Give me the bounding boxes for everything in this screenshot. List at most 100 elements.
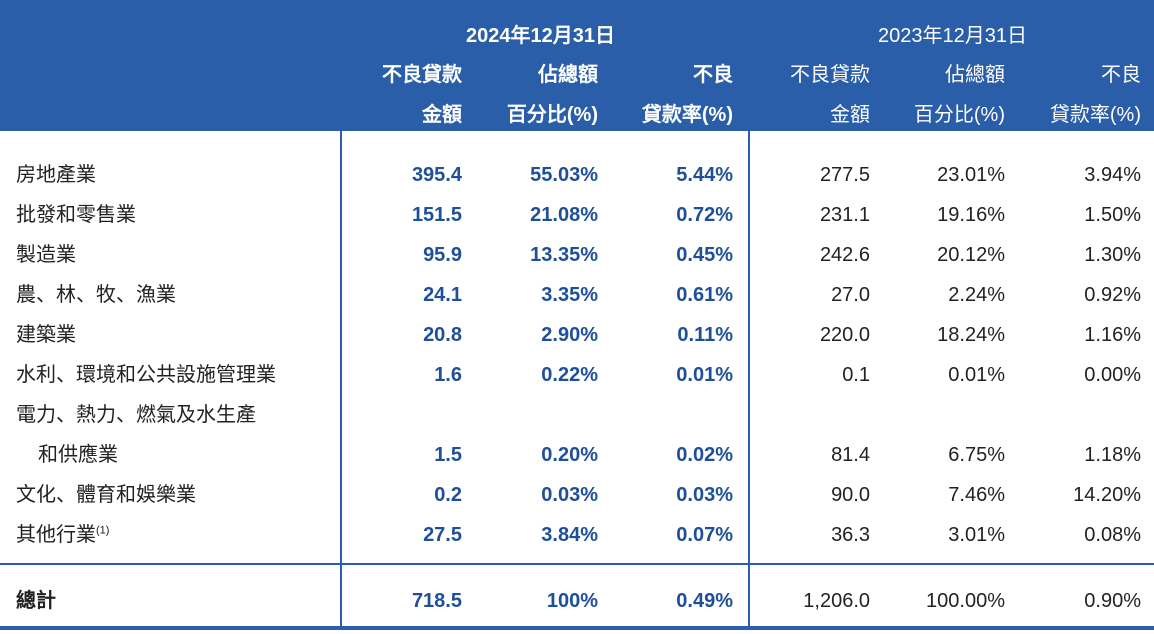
current-npl-ratio: 0.02%: [676, 444, 733, 466]
previous-share: 19.16%: [937, 204, 1005, 226]
current-share: [478, 395, 598, 435]
table-row: 和供應業 1.5 0.20% 0.02% 81.4 6.75% 1.18%: [0, 435, 1154, 475]
current-share: 3.35%: [541, 284, 598, 306]
previous-npl-ratio: 3.94%: [1084, 164, 1141, 186]
table-row: 建築業 20.8 2.90% 0.11% 220.0 18.24% 1.16%: [0, 315, 1154, 355]
row-label: 文化、體育和娛樂業: [16, 484, 196, 506]
col-header-share-current: 佔總額: [538, 64, 598, 86]
current-npl-amount: 24.1: [423, 284, 462, 306]
row-label-text: 其他行業: [16, 524, 96, 546]
current-share: 21.08%: [530, 204, 598, 226]
previous-npl-amount: 277.5: [819, 164, 870, 186]
current-npl-ratio: 0.45%: [676, 244, 733, 266]
previous-share: 20.12%: [937, 244, 1005, 266]
total-previous-npl-amount: 1,206.0: [803, 590, 870, 612]
current-share: 0.20%: [541, 444, 598, 466]
table-row: 文化、體育和娛樂業 0.2 0.03% 0.03% 90.0 7.46% 14.…: [0, 475, 1154, 515]
previous-npl-amount: 231.1: [819, 204, 870, 226]
previous-share: 23.01%: [937, 164, 1005, 186]
total-label: 總計: [16, 590, 56, 612]
table-row: 房地產業 395.4 55.03% 5.44% 277.5 23.01% 3.9…: [0, 155, 1154, 195]
current-npl-amount: 151.5: [411, 204, 462, 226]
table-row: 其他行業(1) 27.5 3.84% 0.07% 36.3 3.01% 0.08…: [0, 515, 1154, 555]
current-npl-ratio: 0.11%: [677, 324, 733, 346]
table-row: 農、林、牧、漁業 24.1 3.35% 0.61% 27.0 2.24% 0.9…: [0, 275, 1154, 315]
col-header-share-previous: 佔總額: [945, 64, 1005, 86]
current-npl-ratio: 5.44%: [676, 164, 733, 186]
current-share: 2.90%: [541, 324, 598, 346]
col-header-npl-ratio-previous-sub: 貸款率(%): [1049, 104, 1141, 126]
current-npl-amount: 1.6: [434, 364, 462, 386]
table-bottom-border: [0, 626, 1154, 630]
previous-npl-ratio: [1020, 395, 1141, 435]
current-npl-amount: 395.4: [411, 164, 462, 186]
col-header-share-previous-sub: 百分比(%): [913, 104, 1005, 126]
footnote-marker: (1): [96, 524, 110, 537]
col-header-npl-amount-previous: 不良貸款: [790, 64, 870, 86]
row-label: 其他行業(1): [16, 515, 109, 555]
current-npl-ratio: 0.03%: [676, 484, 733, 506]
total-separator-top: [0, 563, 1154, 565]
previous-npl-amount: 36.3: [831, 524, 870, 546]
col-header-npl-ratio-previous: 不良: [1101, 64, 1141, 86]
col-header-npl-amount-previous-sub: 金額: [830, 104, 870, 126]
row-label: 農、林、牧、漁業: [16, 284, 176, 306]
previous-npl-amount: 81.4: [831, 444, 870, 466]
current-npl-amount: 0.2: [434, 484, 462, 506]
year-previous-heading: 2023年12月31日: [878, 25, 1027, 47]
total-current-share: 100%: [546, 590, 598, 612]
previous-npl-ratio: 0.00%: [1084, 364, 1141, 386]
previous-share: 7.46%: [948, 484, 1005, 506]
column-separator-right: [748, 131, 750, 628]
previous-npl-amount: [750, 395, 870, 435]
current-npl-amount: 1.5: [434, 444, 462, 466]
current-npl-ratio: 0.01%: [676, 364, 733, 386]
previous-npl-amount: 242.6: [819, 244, 870, 266]
col-header-npl-ratio-current: 不良: [693, 64, 733, 86]
current-npl-ratio: 0.61%: [676, 284, 733, 306]
total-row: 總計 718.5 100% 0.49% 1,206.0 100.00% 0.90…: [0, 581, 1154, 621]
previous-share: 3.01%: [948, 524, 1005, 546]
current-share: 55.03%: [530, 164, 598, 186]
table-row: 製造業 95.9 13.35% 0.45% 242.6 20.12% 1.30%: [0, 235, 1154, 275]
current-share: 0.03%: [541, 484, 598, 506]
previous-share: [885, 395, 1005, 435]
table-row: 水利、環境和公共設施管理業 1.6 0.22% 0.01% 0.1 0.01% …: [0, 355, 1154, 395]
row-label: 製造業: [16, 244, 76, 266]
previous-npl-ratio: 0.08%: [1084, 524, 1141, 546]
current-npl-ratio: 0.07%: [676, 524, 733, 546]
col-header-npl-amount-current-sub: 金額: [422, 104, 462, 126]
total-current-npl-ratio: 0.49%: [676, 590, 733, 612]
row-label: 批發和零售業: [16, 204, 136, 226]
current-share: 3.84%: [541, 524, 598, 546]
total-previous-npl-ratio: 0.90%: [1084, 590, 1141, 612]
row-label: 房地產業: [16, 164, 96, 186]
row-label: 建築業: [16, 324, 76, 346]
previous-share: 18.24%: [937, 324, 1005, 346]
current-share: 0.22%: [541, 364, 598, 386]
total-previous-share: 100.00%: [926, 590, 1005, 612]
current-npl-amount: 95.9: [423, 244, 462, 266]
current-npl-amount: [362, 395, 462, 435]
previous-npl-ratio: 14.20%: [1073, 484, 1141, 506]
current-npl-ratio: 0.72%: [676, 204, 733, 226]
current-npl-amount: 27.5: [423, 524, 462, 546]
current-npl-amount: 20.8: [423, 324, 462, 346]
previous-npl-ratio: 1.16%: [1084, 324, 1141, 346]
previous-npl-ratio: 1.30%: [1084, 244, 1141, 266]
previous-share: 6.75%: [948, 444, 1005, 466]
year-current-heading: 2024年12月31日: [466, 25, 615, 47]
row-label: 和供應業: [38, 444, 118, 466]
previous-npl-ratio: 1.18%: [1084, 444, 1141, 466]
previous-npl-amount: 90.0: [831, 484, 870, 506]
previous-npl-ratio: 0.92%: [1084, 284, 1141, 306]
total-current-npl-amount: 718.5: [411, 590, 462, 612]
table-row: 電力、熱力、燃氣及水生產: [0, 395, 1154, 435]
previous-npl-amount: 0.1: [842, 364, 870, 386]
current-share: 13.35%: [530, 244, 598, 266]
row-label: 電力、熱力、燃氣及水生產: [16, 404, 256, 426]
previous-share: 2.24%: [948, 284, 1005, 306]
col-header-npl-amount-current: 不良貸款: [382, 64, 462, 86]
table-row: 批發和零售業 151.5 21.08% 0.72% 231.1 19.16% 1…: [0, 195, 1154, 235]
table-header: 2024年12月31日 2023年12月31日 不良貸款 金額 佔總額 百分比(…: [0, 0, 1154, 131]
